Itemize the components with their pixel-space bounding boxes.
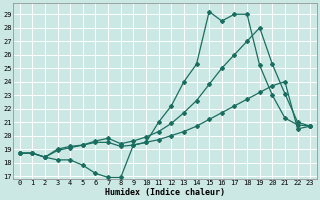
X-axis label: Humidex (Indice chaleur): Humidex (Indice chaleur) <box>105 188 225 197</box>
